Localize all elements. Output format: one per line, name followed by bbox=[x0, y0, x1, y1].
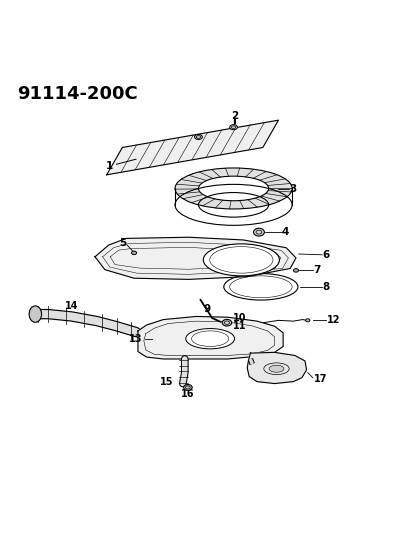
Text: 4: 4 bbox=[282, 227, 289, 237]
Text: 14: 14 bbox=[65, 301, 78, 311]
Ellipse shape bbox=[222, 319, 231, 326]
Text: 6: 6 bbox=[322, 250, 330, 260]
Text: 12: 12 bbox=[327, 316, 341, 325]
Ellipse shape bbox=[230, 125, 237, 130]
Ellipse shape bbox=[175, 168, 292, 209]
Ellipse shape bbox=[306, 319, 310, 322]
Text: 9: 9 bbox=[204, 304, 211, 314]
Text: 11: 11 bbox=[233, 321, 247, 331]
Ellipse shape bbox=[294, 269, 299, 272]
Text: 10: 10 bbox=[233, 313, 247, 323]
Ellipse shape bbox=[269, 365, 284, 372]
Ellipse shape bbox=[184, 384, 192, 390]
Text: 5: 5 bbox=[119, 238, 127, 248]
Text: 8: 8 bbox=[323, 282, 330, 292]
Ellipse shape bbox=[29, 306, 42, 322]
Text: 16: 16 bbox=[181, 389, 195, 399]
Ellipse shape bbox=[198, 176, 269, 201]
Ellipse shape bbox=[132, 251, 137, 255]
Text: 91114-200C: 91114-200C bbox=[17, 85, 138, 103]
Text: 17: 17 bbox=[314, 374, 327, 384]
Text: 2: 2 bbox=[231, 111, 239, 122]
Ellipse shape bbox=[253, 228, 264, 236]
Text: 7: 7 bbox=[313, 265, 320, 276]
Ellipse shape bbox=[195, 134, 202, 140]
Ellipse shape bbox=[186, 328, 235, 349]
Text: 15: 15 bbox=[160, 377, 173, 386]
Text: 3: 3 bbox=[290, 184, 297, 194]
Polygon shape bbox=[107, 120, 279, 175]
Polygon shape bbox=[247, 352, 307, 384]
Text: 1: 1 bbox=[106, 161, 114, 171]
Ellipse shape bbox=[203, 244, 279, 276]
Polygon shape bbox=[95, 237, 296, 279]
Text: 13: 13 bbox=[129, 334, 143, 344]
Polygon shape bbox=[138, 317, 283, 359]
